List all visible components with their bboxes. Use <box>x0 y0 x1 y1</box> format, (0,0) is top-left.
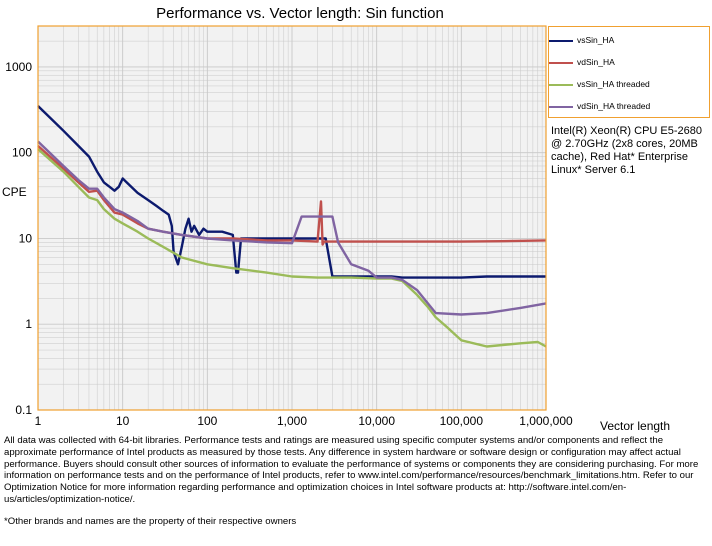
y-axis-label: CPE <box>2 185 27 199</box>
series-line-vssin-ha <box>37 105 546 279</box>
x-tick-label: 1 <box>35 414 42 428</box>
x-tick-label: 10 <box>116 414 130 428</box>
x-tick-label: 10,000 <box>358 414 395 428</box>
x-tick-label: 100,000 <box>440 414 484 428</box>
y-tick-label: 100 <box>12 146 32 160</box>
x-tick-label: 100 <box>197 414 217 428</box>
legend-swatch <box>549 106 573 108</box>
legend-item-vssin-ha: vsSin_HA <box>549 35 615 45</box>
series-line-vdsin-ha-threaded <box>37 140 547 316</box>
legend: vsSin_HA vdSin_HA vsSin_HA threaded vdSi… <box>548 26 710 118</box>
y-tick-label: 1 <box>25 317 32 331</box>
legend-swatch <box>549 40 573 42</box>
legend-item-vdsin-ha-threaded: vdSin_HA threaded <box>549 101 651 111</box>
y-tick-label: 0.1 <box>15 403 32 417</box>
x-tick-label: 1,000 <box>277 414 307 428</box>
y-tick-label: 1000 <box>5 60 32 74</box>
legend-label: vsSin_HA <box>577 35 615 45</box>
legend-item-vssin-ha-threaded: vsSin_HA threaded <box>549 79 650 89</box>
y-tick-label: 10 <box>19 231 33 245</box>
legend-swatch <box>549 84 573 86</box>
series-line-vssin-ha-threaded <box>37 148 547 348</box>
x-tick-label: 1,000,000 <box>519 414 573 428</box>
tick-labels: 1 10 100 1,000 10,000 100,000 1,000,0000.11101… <box>5 60 573 428</box>
cpu-note: Intel(R) Xeon(R) CPU E5-2680 @ 2.70GHz (… <box>551 125 703 176</box>
legend-label: vsSin_HA threaded <box>577 79 650 89</box>
legend-swatch <box>549 62 573 64</box>
series-line-vdsin-ha <box>37 145 547 246</box>
legend-label: vdSin_HA <box>577 57 615 67</box>
chart-title: Performance vs. Vector length: Sin funct… <box>156 5 444 22</box>
legend-label: vdSin_HA threaded <box>577 101 651 111</box>
footnote: *Other brands and names are the property… <box>4 516 297 527</box>
disclaimer-text: All data was collected with 64-bit libra… <box>4 435 699 505</box>
series-layer <box>37 105 547 348</box>
chart: 1 10 100 1,000 10,000 100,000 1,000,0000.11101… <box>5 25 573 428</box>
legend-item-vdsin-ha: vdSin_HA <box>549 57 615 67</box>
x-axis-label: Vector length <box>600 419 671 433</box>
plot-frame <box>37 25 547 411</box>
